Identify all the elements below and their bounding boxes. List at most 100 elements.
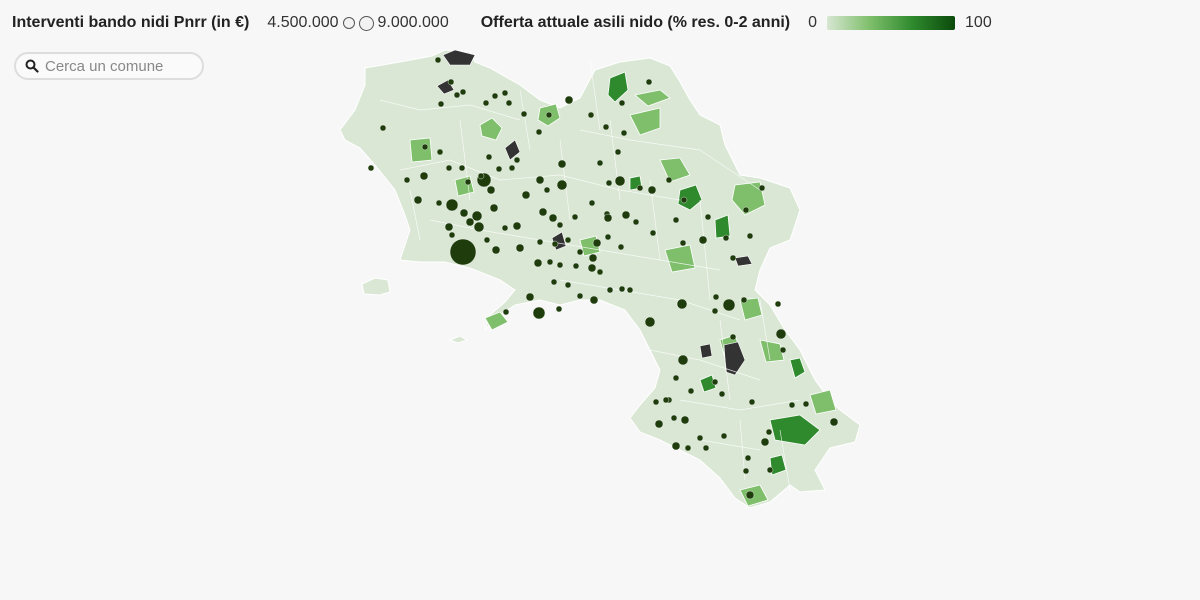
intervention-bubble[interactable] — [448, 231, 456, 239]
intervention-bubble[interactable] — [505, 99, 513, 107]
campania-region[interactable] — [339, 49, 861, 509]
municipality-area[interactable] — [659, 157, 691, 183]
intervention-bubble[interactable] — [729, 254, 737, 262]
municipality-area[interactable] — [484, 311, 509, 331]
municipality-area[interactable] — [699, 374, 717, 393]
intervention-bubble[interactable] — [662, 396, 670, 404]
intervention-bubble[interactable] — [434, 56, 442, 64]
municipality-area[interactable] — [409, 137, 433, 163]
intervention-bubble[interactable] — [712, 293, 720, 301]
intervention-bubble[interactable] — [413, 195, 423, 205]
intervention-bubble[interactable] — [482, 99, 490, 107]
intervention-bubble[interactable] — [536, 238, 544, 246]
intervention-bubble[interactable] — [617, 243, 625, 251]
intervention-bubble[interactable] — [742, 467, 750, 475]
intervention-bubble[interactable] — [605, 179, 613, 187]
intervention-bubble[interactable] — [379, 124, 387, 132]
intervention-bubble[interactable] — [711, 378, 719, 386]
intervention-bubble[interactable] — [758, 184, 766, 192]
intervention-bubble[interactable] — [779, 346, 787, 354]
intervention-bubble[interactable] — [555, 305, 563, 313]
intervention-bubble[interactable] — [489, 203, 499, 213]
municipality-area[interactable] — [714, 214, 731, 239]
intervention-bubble[interactable] — [483, 236, 491, 244]
intervention-bubble[interactable] — [508, 164, 516, 172]
intervention-bubble[interactable] — [436, 148, 444, 156]
intervention-bubble[interactable] — [760, 437, 770, 447]
intervention-bubble[interactable] — [596, 159, 604, 167]
intervention-bubble[interactable] — [444, 222, 454, 232]
intervention-bubble[interactable] — [647, 185, 657, 195]
intervention-bubble[interactable] — [546, 258, 554, 266]
intervention-bubble[interactable] — [564, 281, 572, 289]
campania-region-outline[interactable] — [339, 49, 861, 509]
intervention-bubble[interactable] — [702, 444, 710, 452]
municipality-area[interactable] — [677, 184, 703, 211]
municipality-area[interactable] — [739, 297, 763, 321]
municipality-area[interactable] — [634, 89, 671, 107]
municipality-area[interactable] — [629, 107, 661, 136]
intervention-bubble[interactable] — [722, 298, 736, 312]
intervention-bubble[interactable] — [626, 286, 634, 294]
intervention-bubble[interactable] — [606, 286, 614, 294]
intervention-bubble[interactable] — [671, 441, 681, 451]
intervention-bubble[interactable] — [564, 236, 572, 244]
intervention-bubble[interactable] — [621, 210, 631, 220]
intervention-bubble[interactable] — [445, 198, 459, 212]
intervention-bubble[interactable] — [477, 172, 485, 180]
municipality-area-no-data[interactable] — [442, 49, 476, 66]
municipality-area[interactable] — [809, 389, 837, 415]
intervention-bubble[interactable] — [501, 224, 509, 232]
intervention-bubble[interactable] — [445, 164, 453, 172]
intervention-bubble[interactable] — [588, 199, 596, 207]
municipality-area[interactable] — [664, 244, 696, 273]
intervention-bubble[interactable] — [543, 186, 551, 194]
intervention-bubble[interactable] — [588, 253, 598, 263]
intervention-bubble[interactable] — [589, 295, 599, 305]
intervention-bubble[interactable] — [677, 354, 689, 366]
intervention-bubble[interactable] — [587, 111, 595, 119]
intervention-bubble[interactable] — [680, 415, 690, 425]
municipality-area[interactable] — [759, 339, 785, 363]
intervention-bubble[interactable] — [512, 221, 522, 231]
intervention-bubble[interactable] — [465, 217, 475, 227]
intervention-bubble[interactable] — [485, 153, 493, 161]
intervention-bubble[interactable] — [802, 400, 810, 408]
intervention-bubble[interactable] — [576, 292, 584, 300]
intervention-bubble[interactable] — [421, 143, 429, 151]
intervention-bubble[interactable] — [740, 296, 748, 304]
intervention-bubble[interactable] — [745, 490, 755, 500]
pnrr-intervention-bubbles[interactable] — [367, 56, 839, 500]
intervention-bubble[interactable] — [652, 398, 660, 406]
intervention-bubble[interactable] — [520, 110, 528, 118]
intervention-bubble[interactable] — [614, 148, 622, 156]
intervention-bubble[interactable] — [644, 316, 656, 328]
intervention-bubble[interactable] — [495, 165, 503, 173]
intervention-bubble[interactable] — [548, 213, 558, 223]
intervention-bubble[interactable] — [515, 243, 525, 253]
intervention-bubble[interactable] — [491, 92, 499, 100]
intervention-bubble[interactable] — [447, 78, 455, 86]
intervention-bubble[interactable] — [744, 454, 752, 462]
intervention-bubble[interactable] — [571, 213, 579, 221]
intervention-bubble[interactable] — [459, 88, 467, 96]
intervention-bubble[interactable] — [453, 91, 461, 99]
intervention-bubble[interactable] — [720, 432, 728, 440]
intervention-bubble[interactable] — [742, 206, 750, 214]
intervention-bubble[interactable] — [556, 179, 568, 191]
intervention-bubble[interactable] — [437, 100, 445, 108]
intervention-bubble[interactable] — [766, 466, 774, 474]
intervention-bubble[interactable] — [502, 308, 510, 316]
intervention-bubble[interactable] — [473, 221, 485, 233]
intervention-bubble[interactable] — [419, 171, 429, 181]
intervention-bubble[interactable] — [550, 278, 558, 286]
intervention-bubble[interactable] — [521, 190, 531, 200]
capri-island[interactable] — [448, 335, 469, 344]
intervention-bubble[interactable] — [587, 263, 597, 273]
municipality-area-no-data[interactable] — [699, 343, 713, 359]
municipality-areas[interactable] — [409, 49, 837, 507]
intervention-bubble[interactable] — [576, 248, 584, 256]
intervention-bubble[interactable] — [680, 196, 688, 204]
ischia-island[interactable] — [361, 277, 391, 296]
